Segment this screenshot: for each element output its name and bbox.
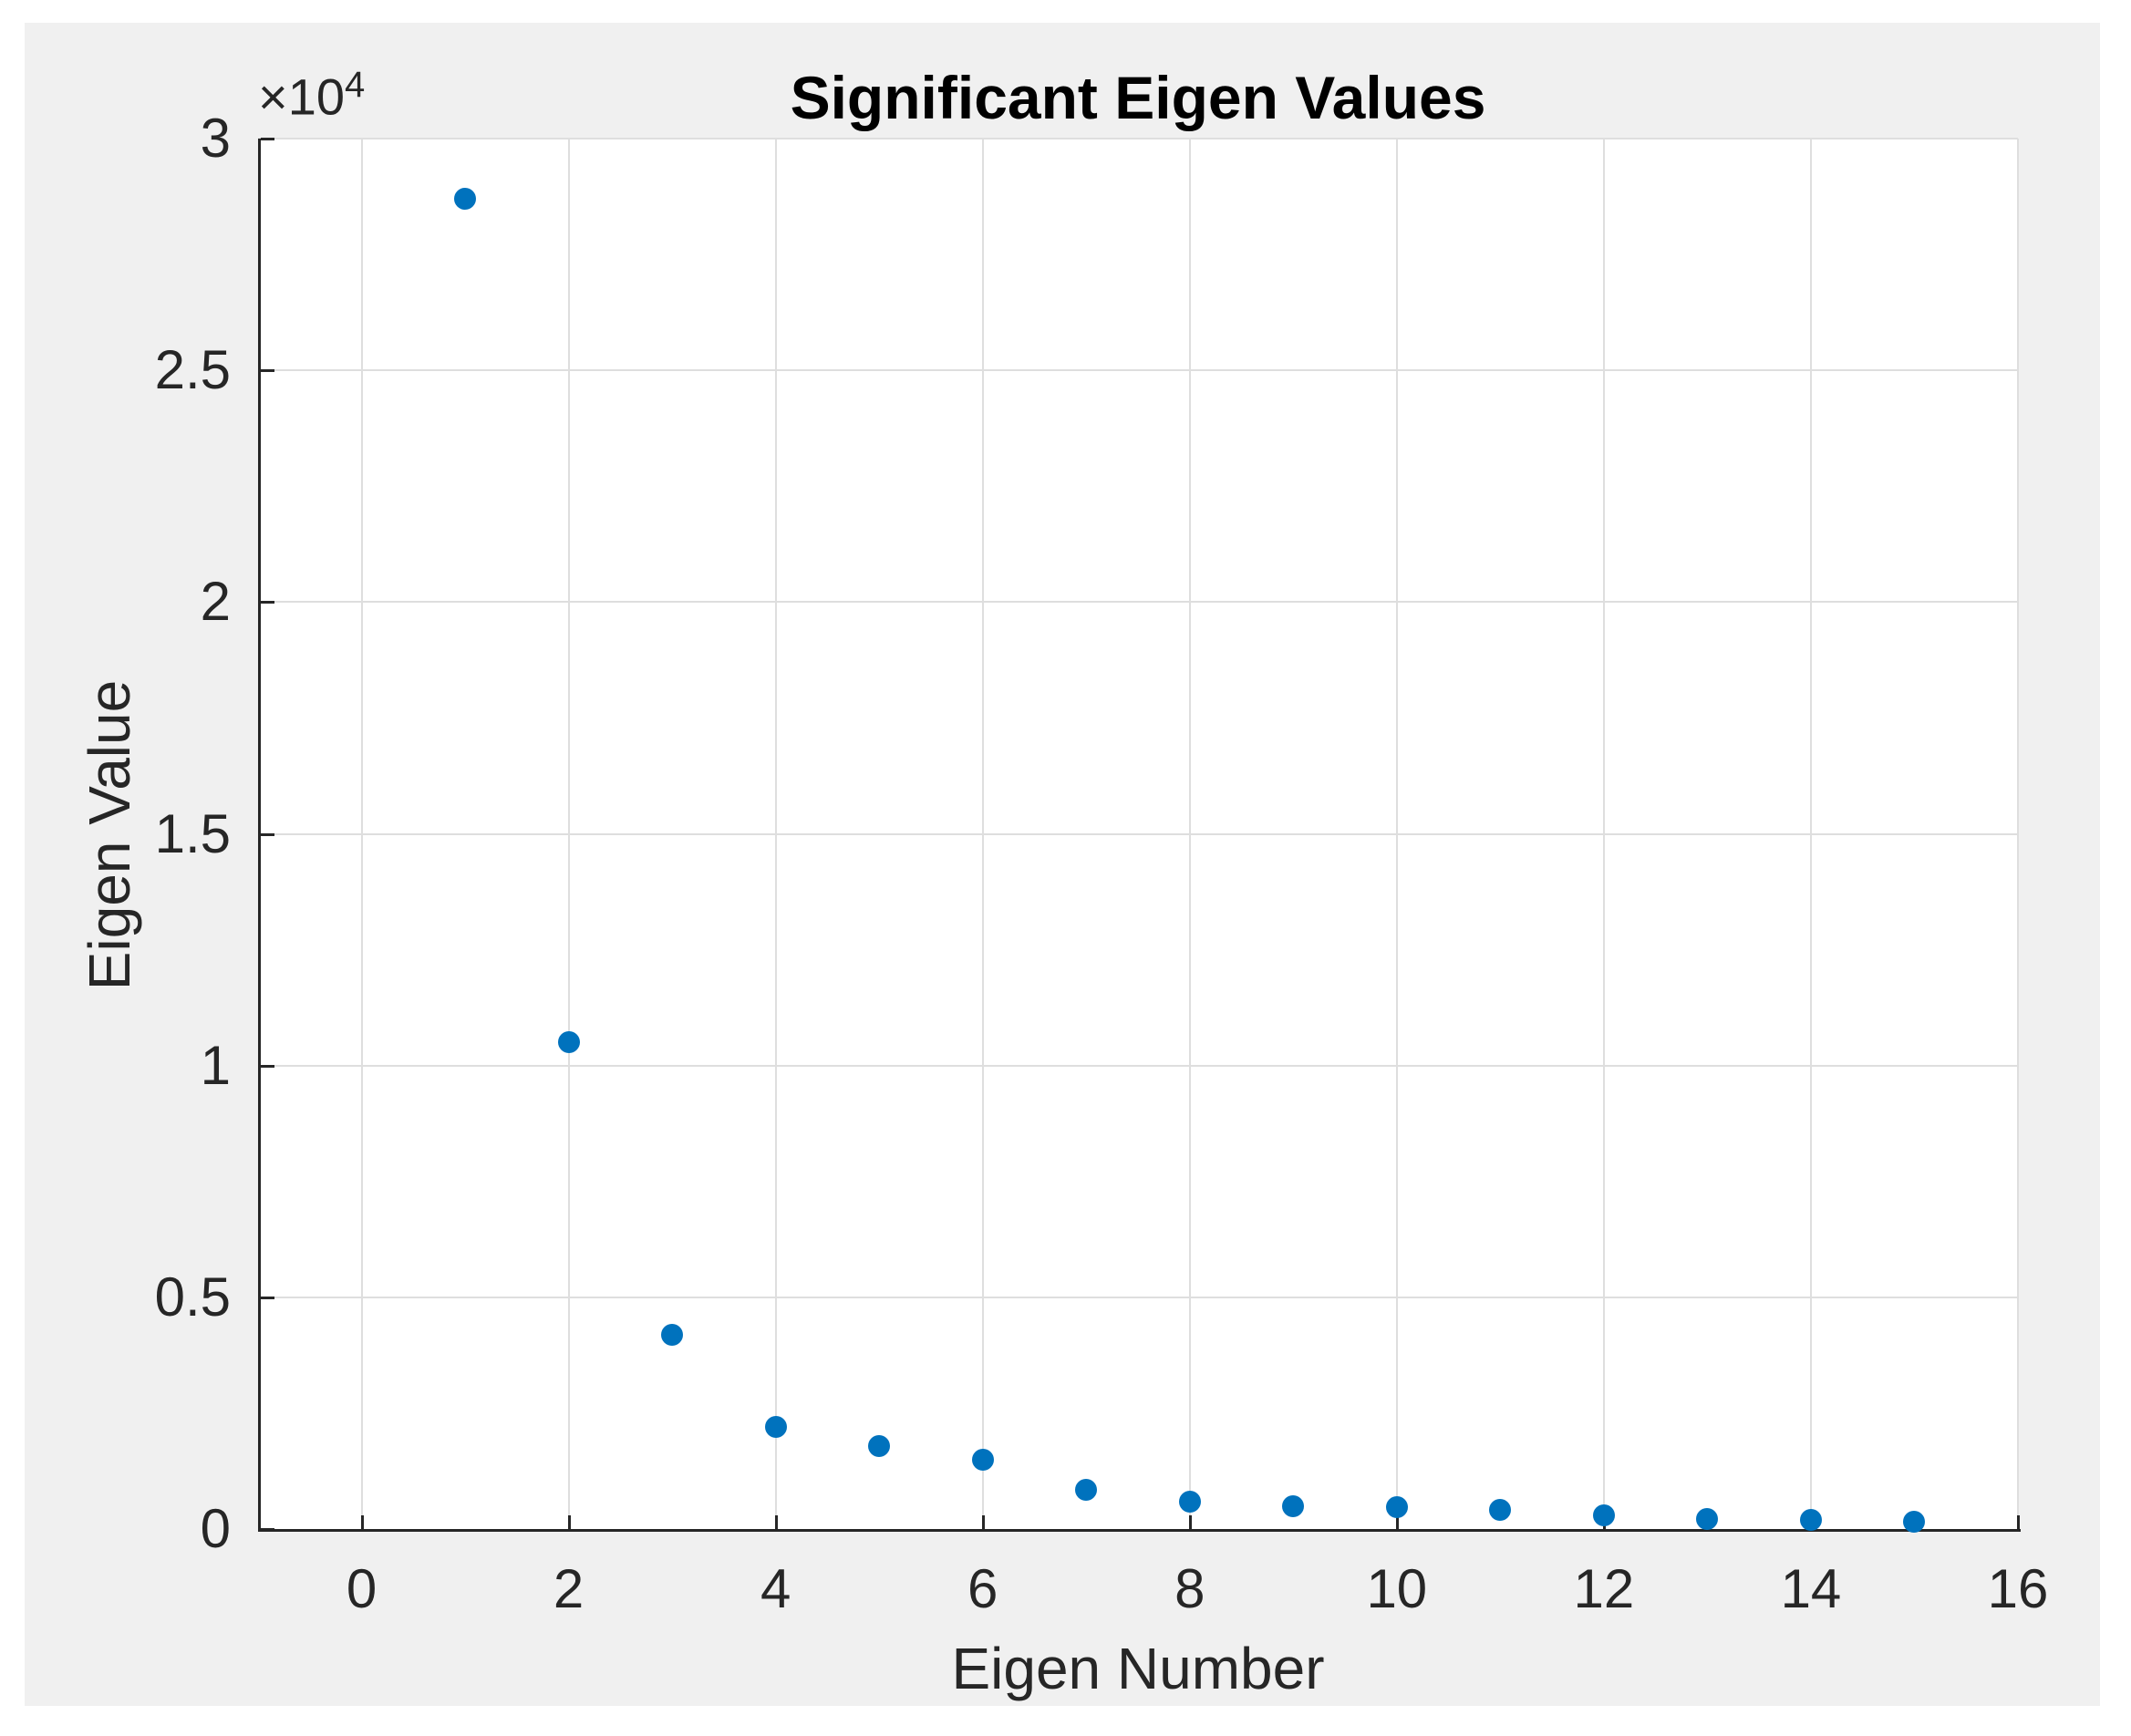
y-axis-label: Eigen Value xyxy=(77,679,142,991)
data-point-13 xyxy=(1696,1508,1719,1531)
y-tick-label-1: 1 xyxy=(200,1034,231,1096)
x-tick-label-6: 6 xyxy=(967,1558,998,1619)
exponent-base: ×10 xyxy=(258,67,345,126)
y-tick-label-1.5: 1.5 xyxy=(154,802,231,864)
data-point-10 xyxy=(1385,1496,1408,1519)
y-tick-label-2.5: 2.5 xyxy=(154,339,231,401)
data-point-5 xyxy=(868,1434,891,1457)
data-point-9 xyxy=(1282,1494,1305,1517)
x-tick-label-14: 14 xyxy=(1780,1558,1842,1619)
x-tick-8 xyxy=(1188,1515,1192,1529)
y-tick-2 xyxy=(261,601,274,604)
y-tick-label-2: 2 xyxy=(200,571,231,633)
y-tick-0 xyxy=(261,1528,274,1531)
x-axis-label: Eigen Number xyxy=(951,1636,1325,1701)
data-point-12 xyxy=(1592,1504,1615,1526)
x-tick-2 xyxy=(567,1515,571,1529)
data-point-7 xyxy=(1075,1478,1098,1501)
data-point-6 xyxy=(971,1448,994,1471)
x-tick-label-8: 8 xyxy=(1174,1558,1205,1619)
y-tick-label-0: 0 xyxy=(200,1498,231,1559)
y-axis-exponent-label: ×104 xyxy=(258,55,365,128)
gridline-y-1.5 xyxy=(258,832,2018,835)
exponent-power: 4 xyxy=(345,65,366,105)
data-point-4 xyxy=(764,1416,787,1439)
x-tick-0 xyxy=(360,1515,364,1529)
y-tick-1.5 xyxy=(261,832,274,836)
x-tick-label-2: 2 xyxy=(553,1558,584,1619)
gridline-y-1 xyxy=(258,1064,2018,1067)
x-axis-line xyxy=(258,1529,2021,1532)
y-tick-label-0.5: 0.5 xyxy=(154,1266,231,1328)
gridline-y-0.5 xyxy=(258,1296,2018,1298)
x-tick-label-16: 16 xyxy=(1987,1558,2049,1619)
x-tick-label-4: 4 xyxy=(760,1558,791,1619)
data-point-15 xyxy=(1903,1511,1926,1534)
x-tick-6 xyxy=(981,1515,985,1529)
chart-title: Significant Eigen Values xyxy=(790,64,1486,131)
y-axis-line xyxy=(258,139,261,1532)
data-point-3 xyxy=(661,1323,684,1346)
y-tick-label-3: 3 xyxy=(200,108,231,169)
gridline-y-3 xyxy=(258,138,2018,140)
y-tick-3 xyxy=(261,138,274,140)
gridline-y-2 xyxy=(258,601,2018,604)
data-point-14 xyxy=(1799,1508,1822,1531)
x-tick-label-12: 12 xyxy=(1573,1558,1635,1619)
gridline-x-16 xyxy=(2017,139,2019,1529)
y-tick-2.5 xyxy=(261,369,274,373)
data-point-1 xyxy=(454,188,477,211)
x-tick-label-10: 10 xyxy=(1366,1558,1428,1619)
data-point-11 xyxy=(1489,1498,1512,1521)
gridline-y-2.5 xyxy=(258,369,2018,372)
x-tick-10 xyxy=(1395,1515,1399,1529)
x-tick-label-0: 0 xyxy=(346,1558,378,1619)
x-tick-4 xyxy=(774,1515,778,1529)
x-tick-16 xyxy=(2017,1515,2020,1529)
y-tick-0.5 xyxy=(261,1296,274,1299)
data-point-2 xyxy=(557,1031,580,1054)
y-tick-1 xyxy=(261,1064,274,1068)
data-point-8 xyxy=(1178,1490,1201,1513)
